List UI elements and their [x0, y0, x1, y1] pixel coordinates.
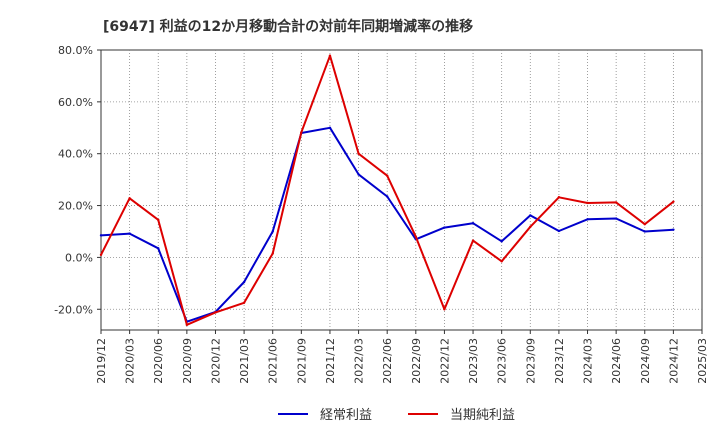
x-tick-label: 2020/03 — [124, 338, 137, 384]
y-axis-ticks: 80.0% 60.0% 40.0% 20.0% 0.0% -20.0% — [54, 44, 101, 316]
data-point — [242, 280, 246, 284]
y-tick-label: -20.0% — [54, 303, 93, 316]
data-point — [99, 253, 103, 257]
data-point — [443, 226, 446, 229]
data-point — [614, 201, 618, 204]
data-point — [529, 214, 532, 217]
data-point — [643, 230, 646, 233]
x-tick-label: 2023/09 — [524, 338, 537, 384]
x-tick-label: 2023/03 — [467, 338, 480, 384]
x-tick-label: 2020/09 — [181, 338, 194, 384]
data-point — [99, 234, 103, 237]
x-tick-label: 2022/06 — [381, 338, 394, 384]
y-tick-label: 40.0% — [58, 148, 93, 161]
data-point — [385, 174, 389, 177]
data-point — [214, 311, 217, 314]
data-point — [128, 197, 131, 200]
plot-area — [100, 49, 703, 331]
data-point — [471, 239, 475, 242]
data-point — [185, 323, 189, 327]
data-point — [557, 196, 561, 199]
data-point — [157, 247, 160, 250]
x-tick-label: 2024/06 — [610, 338, 623, 384]
data-point — [328, 54, 332, 57]
data-point — [672, 228, 675, 231]
data-point — [529, 225, 532, 229]
data-point — [672, 200, 675, 203]
y-tick-label: 60.0% — [58, 96, 93, 109]
x-tick-label: 2021/12 — [324, 338, 337, 384]
data-point — [586, 218, 589, 221]
x-axis-ticks: 2019/12 2020/03 2020/06 2020/09 2020/12 2021/… — [95, 330, 709, 384]
data-point — [471, 221, 475, 225]
legend-label: 当期純利益 — [450, 408, 515, 423]
data-point — [271, 252, 274, 255]
x-tick-label: 2020/12 — [209, 338, 222, 384]
series-layer — [99, 54, 675, 327]
chart-title: [6947] 利益の12か月移動合計の対前年同期増減率の推移 — [103, 18, 473, 35]
x-tick-label: 2019/12 — [95, 338, 108, 384]
data-point — [643, 223, 646, 226]
data-point — [443, 308, 446, 311]
x-tick-label: 2021/03 — [238, 338, 251, 384]
legend-label: 経常利益 — [320, 408, 372, 423]
y-tick-label: 20.0% — [58, 200, 93, 213]
data-point — [500, 240, 503, 243]
x-tick-label: 2023/12 — [553, 338, 566, 384]
x-tick-label: 2022/03 — [353, 338, 366, 384]
data-point — [300, 131, 303, 134]
y-tick-label: 0.0% — [65, 251, 93, 264]
data-point — [614, 217, 618, 220]
data-point — [128, 232, 131, 235]
x-tick-label: 2024/09 — [639, 338, 652, 384]
data-point — [357, 173, 360, 176]
data-point — [385, 195, 389, 198]
data-point — [357, 152, 360, 155]
x-tick-label: 2024/12 — [667, 338, 680, 384]
legend: 経常利益 当期純利益 — [278, 408, 515, 423]
data-point — [328, 126, 332, 129]
data-point — [586, 201, 589, 205]
x-tick-label: 2023/06 — [496, 338, 509, 384]
x-tick-label: 2021/09 — [295, 338, 308, 384]
x-tick-label: 2024/03 — [582, 338, 595, 384]
y-tick-label: 80.0% — [58, 44, 93, 57]
data-point — [500, 260, 503, 263]
data-point — [271, 230, 274, 233]
x-tick-label: 2022/12 — [438, 338, 451, 384]
data-point — [157, 218, 160, 222]
x-tick-label: 2021/06 — [267, 338, 280, 384]
data-point — [414, 235, 418, 238]
x-tick-label: 2022/09 — [410, 338, 423, 384]
data-point — [557, 229, 561, 233]
data-point — [242, 301, 246, 304]
x-tick-label: 2020/06 — [152, 338, 165, 384]
x-tick-label: 2025/03 — [696, 338, 709, 384]
